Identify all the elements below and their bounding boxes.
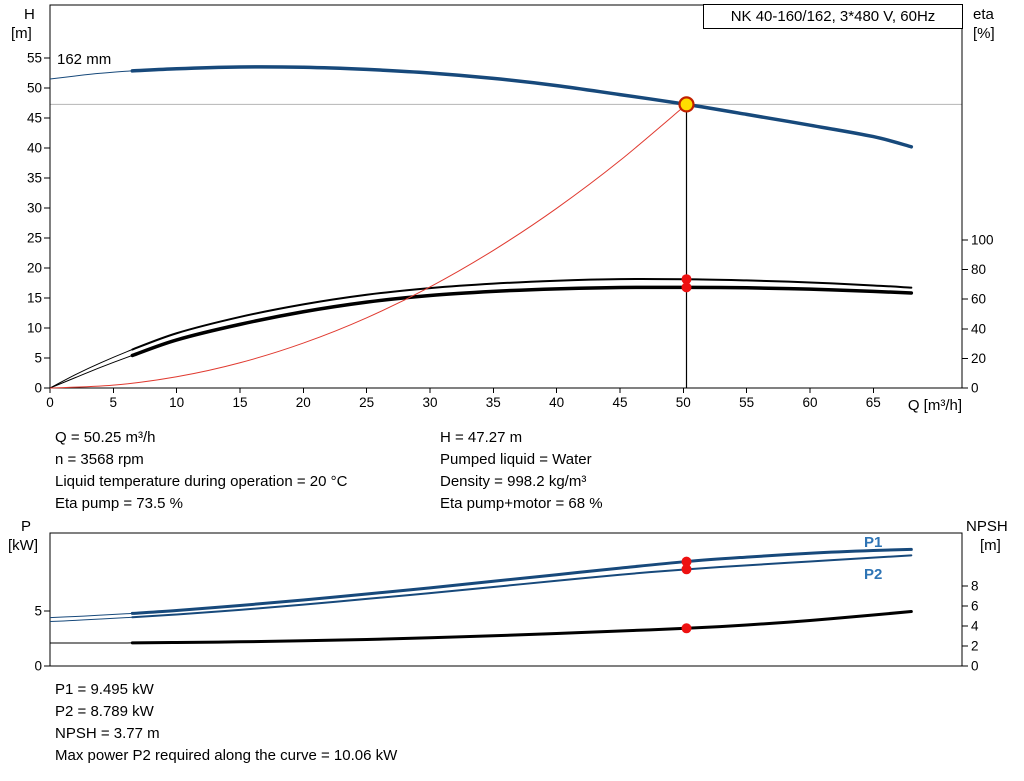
npsh-tick-label: 4 xyxy=(971,619,979,634)
h-tick-label: 15 xyxy=(27,291,42,306)
result-liquid-temp: Liquid temperature during operation = 20… xyxy=(55,473,348,490)
series-eta-pump xyxy=(131,277,913,351)
h-axis-unit: [m] xyxy=(11,25,32,42)
p-axis-unit: [kW] xyxy=(8,537,38,554)
q-tick-label: 20 xyxy=(296,395,311,410)
eta-tick-label: 100 xyxy=(971,233,994,248)
series-system-curve xyxy=(49,103,687,389)
series-p2-power xyxy=(131,554,913,619)
result-speed: n = 3568 rpm xyxy=(55,451,144,468)
q-axis-label: Q [m³/h] xyxy=(907,397,962,414)
impeller-diameter-label: 162 mm xyxy=(57,51,112,68)
p-tick-label: 5 xyxy=(34,604,42,619)
duty-results-right: H = 47.27 m Pumped liquid = Water Densit… xyxy=(440,427,603,515)
pump-model-title: NK 40-160/162, 3*480 V, 60Hz xyxy=(703,4,963,29)
q-tick-label: 50 xyxy=(676,395,691,410)
result-p1: P1 = 9.495 kW xyxy=(55,681,154,698)
eta-axis-title: eta xyxy=(973,6,994,23)
power-plot-border xyxy=(49,532,963,667)
npsh-tick-label: 2 xyxy=(971,639,979,654)
series-eta-pump-motor xyxy=(130,285,914,358)
npsh-point xyxy=(681,623,692,634)
duty-results-left: Q = 50.25 m³/h n = 3568 rpm Liquid tempe… xyxy=(55,427,347,515)
q-tick-label: 30 xyxy=(422,395,437,410)
series-p1-power xyxy=(130,547,913,615)
q-tick-label: 45 xyxy=(612,395,627,410)
p1-point xyxy=(681,556,692,567)
result-max-p2: Max power P2 required along the curve = … xyxy=(55,747,398,764)
power-results: P1 = 9.495 kW P2 = 8.789 kW NPSH = 3.77 … xyxy=(55,679,397,767)
q-tick-label: 5 xyxy=(110,395,118,410)
eta-tick-label: 40 xyxy=(971,321,986,336)
qh-plot-border xyxy=(49,4,963,389)
eta-pump-motor-point xyxy=(681,282,692,293)
result-flow: Q = 50.25 m³/h xyxy=(55,429,156,446)
series-npsh-curve-thin xyxy=(50,611,912,644)
h-tick-label: 45 xyxy=(27,111,42,126)
eta-pump-point xyxy=(681,274,692,285)
h-tick-label: 0 xyxy=(34,381,42,396)
q-tick-label: 55 xyxy=(739,395,754,410)
eta-tick-label: 80 xyxy=(971,262,986,277)
eta-tick-label: 60 xyxy=(971,292,986,307)
p1-curve-label: P1 xyxy=(864,534,883,551)
h-tick-label: 10 xyxy=(27,321,42,336)
npsh-tick-label: 0 xyxy=(971,659,979,674)
npsh-axis-title: NPSH xyxy=(966,518,1008,535)
q-tick-label: 35 xyxy=(486,395,501,410)
h-axis-title: H xyxy=(24,6,35,23)
h-tick-label: 30 xyxy=(27,201,42,216)
h-tick-label: 35 xyxy=(27,171,42,186)
duty-point-marker xyxy=(678,96,695,113)
q-tick-label: 60 xyxy=(802,395,817,410)
eta-tick-label: 0 xyxy=(971,381,979,396)
h-tick-label: 50 xyxy=(27,81,42,96)
result-npsh: NPSH = 3.77 m xyxy=(55,725,160,742)
npsh-axis-unit: [m] xyxy=(980,537,1001,554)
result-p2: P2 = 8.789 kW xyxy=(55,703,154,720)
q-tick-label: 25 xyxy=(359,395,374,410)
result-density: Density = 998.2 kg/m³ xyxy=(440,473,587,490)
q-tick-label: 15 xyxy=(232,395,247,410)
h-tick-label: 40 xyxy=(27,141,42,156)
p2-point xyxy=(681,564,692,575)
q-tick-label: 0 xyxy=(46,395,54,410)
series-npsh-curve xyxy=(130,610,913,645)
h-tick-label: 5 xyxy=(34,351,42,366)
eta-tick-label: 20 xyxy=(971,351,986,366)
q-tick-label: 65 xyxy=(866,395,881,410)
npsh-tick-label: 8 xyxy=(971,579,979,594)
h-tick-label: 25 xyxy=(27,231,42,246)
q-tick-label: 40 xyxy=(549,395,564,410)
h-tick-label: 55 xyxy=(27,51,42,66)
p2-curve-label: P2 xyxy=(864,566,883,583)
result-pumped-liquid: Pumped liquid = Water xyxy=(440,451,592,468)
npsh-tick-label: 6 xyxy=(971,599,979,614)
result-eta-pump-motor: Eta pump+motor = 68 % xyxy=(440,495,603,512)
eta-axis-unit: [%] xyxy=(973,25,995,42)
p-tick-label: 0 xyxy=(34,659,42,674)
result-head: H = 47.27 m xyxy=(440,429,523,446)
h-tick-label: 20 xyxy=(27,261,42,276)
q-tick-label: 10 xyxy=(169,395,184,410)
series-pump-curve-162mm xyxy=(130,65,914,149)
result-eta-pump: Eta pump = 73.5 % xyxy=(55,495,183,512)
p-axis-title: P xyxy=(21,518,32,535)
